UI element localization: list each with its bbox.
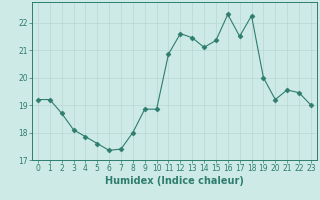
X-axis label: Humidex (Indice chaleur): Humidex (Indice chaleur) <box>105 176 244 186</box>
